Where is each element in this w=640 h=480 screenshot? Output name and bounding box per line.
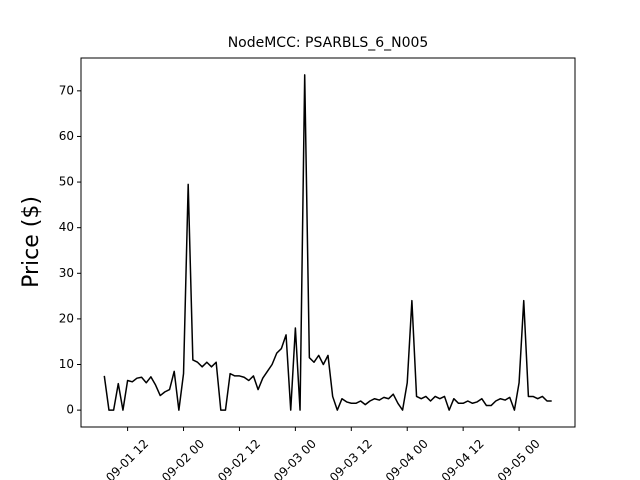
y-tick-label: 20 [59, 311, 74, 325]
y-tick-label: 40 [59, 220, 74, 234]
plot-frame [80, 57, 576, 428]
y-tick-label: 50 [59, 175, 74, 189]
y-tick-label: 10 [59, 357, 74, 371]
y-tick-label: 30 [59, 266, 74, 280]
price-line [103, 74, 552, 411]
y-axis-label: Price ($) [19, 196, 44, 288]
chart-title: NodeMCC: PSARBLS_6_N005 [228, 35, 429, 51]
y-tick-label: 70 [59, 83, 74, 97]
y-tick-label: 0 [66, 403, 74, 417]
y-tick-label: 60 [59, 129, 74, 143]
